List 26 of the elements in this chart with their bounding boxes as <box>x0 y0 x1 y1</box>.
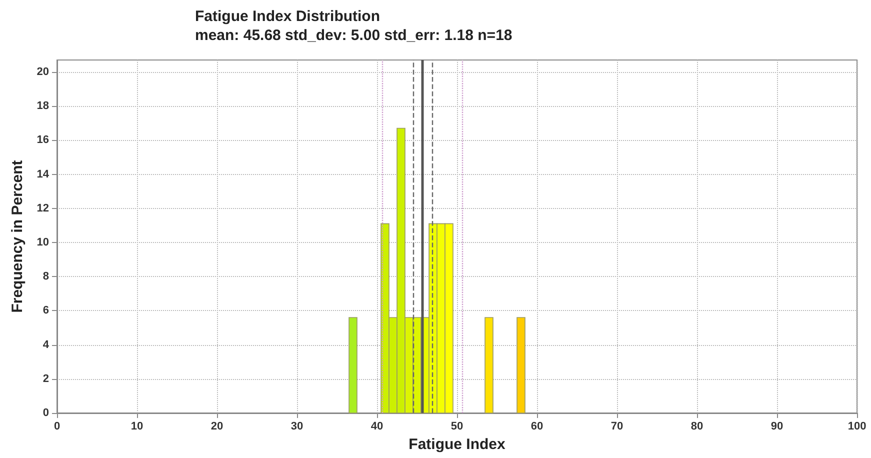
y-tick-label: 2 <box>42 372 49 385</box>
y-tick-label: 0 <box>42 407 49 419</box>
y-tick-label: 16 <box>36 134 49 146</box>
x-axis-title: Fatigue Index <box>408 436 506 453</box>
y-tick-label: 20 <box>36 66 49 78</box>
x-tick-label: 30 <box>290 420 304 432</box>
x-tick-label: 0 <box>54 420 60 432</box>
y-tick-label: 14 <box>36 168 50 180</box>
chart-title: Fatigue Index Distribution <box>195 8 380 25</box>
y-tick-label: 8 <box>42 270 49 283</box>
x-tick-label: 10 <box>130 420 144 432</box>
y-tick-label: 6 <box>42 304 49 317</box>
x-tick-label: 70 <box>610 420 624 432</box>
y-tick-label: 10 <box>36 236 49 248</box>
y-axis-title: Frequency in Percent <box>9 160 26 313</box>
x-tick-label: 50 <box>450 420 464 432</box>
x-tick-label: 100 <box>848 420 866 432</box>
y-tick-label: 4 <box>42 338 50 351</box>
x-tick-label: 80 <box>690 420 704 432</box>
chart-subtitle: mean: 45.68 std_dev: 5.00 std_err: 1.18 n=18 <box>195 27 512 44</box>
x-tick-label: 60 <box>530 420 544 432</box>
x-tick-label: 20 <box>210 420 224 432</box>
y-tick-label: 12 <box>36 202 49 214</box>
x-tick-label: 90 <box>770 420 784 432</box>
x-tick-label: 40 <box>370 420 384 432</box>
y-tick-label: 18 <box>36 100 49 112</box>
